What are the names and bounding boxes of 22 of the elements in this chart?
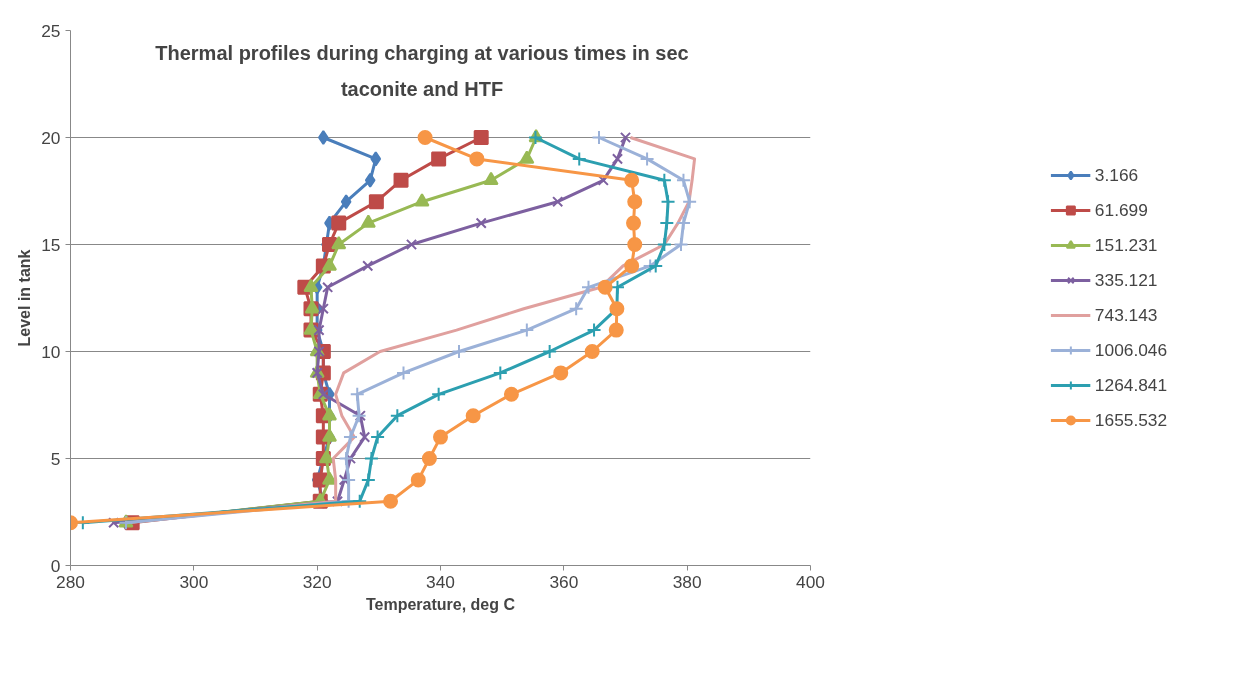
y-tick-label: 20: [41, 127, 61, 148]
text: Thermal profiles during charging at various times in sec taconite and HTF: [155, 41, 689, 100]
legend-label: 1264.841: [1094, 374, 1168, 396]
x-tick-label: 380: [672, 571, 702, 592]
legend-label: 743.143: [1094, 304, 1158, 326]
x-tick-label: 400: [796, 571, 825, 592]
x-tick-label: 320: [302, 571, 332, 592]
y-tick-label: 10: [41, 341, 61, 362]
legend-label: 151.231: [1094, 234, 1158, 256]
legend-label: 61.699: [1094, 199, 1148, 221]
y-tick-label: 5: [50, 448, 61, 469]
y-axis-title: Level in tank: [16, 249, 34, 347]
x-tick-label: 340: [426, 571, 455, 592]
x-tick-label: 300: [179, 571, 209, 592]
y-tick-label: 15: [41, 234, 61, 255]
y-tick-label: 25: [41, 20, 61, 41]
legend-label: 3.166: [1094, 164, 1139, 186]
x-axis-title: Temperature, deg C: [365, 595, 516, 613]
legend-label: 335.121: [1094, 269, 1158, 291]
x-tick-label: 360: [549, 571, 579, 592]
legend-label: 1655.532: [1094, 409, 1168, 431]
legend-label: 1006.046: [1094, 339, 1168, 361]
